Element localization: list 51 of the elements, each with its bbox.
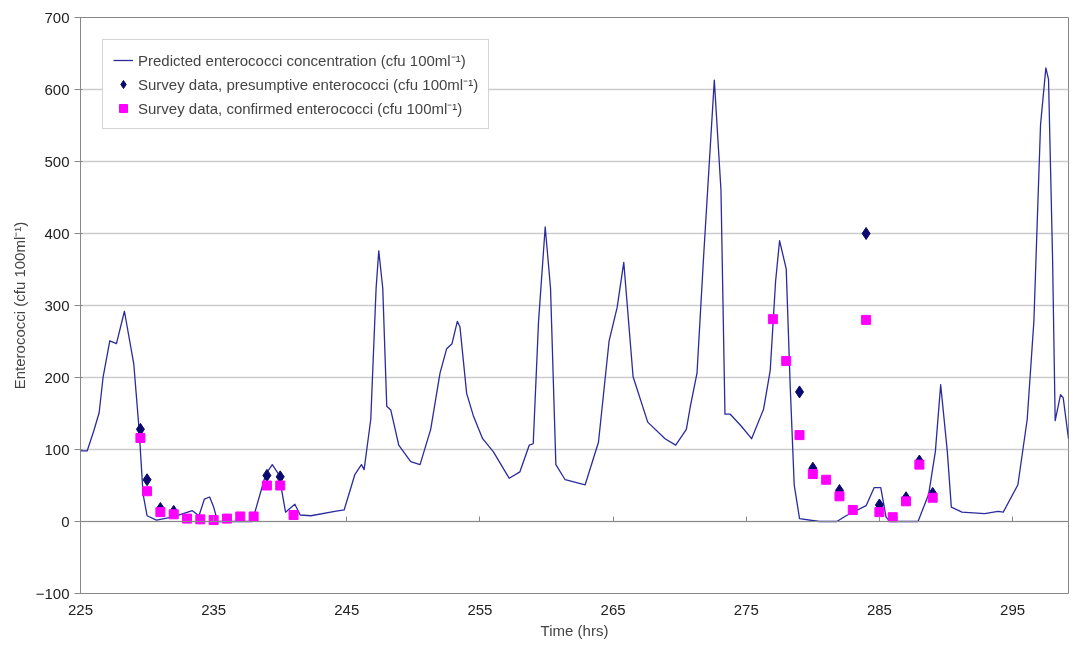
point <box>767 314 778 325</box>
y-tick-label: −100 <box>35 584 70 602</box>
y-tick-label: 400 <box>44 224 70 242</box>
y-tick-label: 300 <box>44 296 70 314</box>
point <box>795 385 805 399</box>
point <box>195 514 206 525</box>
point <box>235 511 246 522</box>
y-tick-label: 500 <box>44 152 70 170</box>
point <box>794 430 805 441</box>
point <box>275 480 286 491</box>
point <box>927 492 938 503</box>
x-tick-label: 225 <box>67 600 94 618</box>
x-axis-title: Time (hrs) <box>540 621 609 639</box>
x-tick-label: 235 <box>201 600 227 618</box>
point <box>221 513 232 524</box>
y-tick-label: 700 <box>44 8 70 26</box>
point <box>262 468 272 482</box>
x-tick-label: 255 <box>467 600 493 618</box>
y-axis-title: Enterococci (cfu 100ml⁻¹) <box>10 221 28 390</box>
y-tick-label: 0 <box>61 512 70 530</box>
point <box>847 504 858 515</box>
legend-label: Survey data, confirmed enterococci (cfu 100ml⁻¹) <box>138 99 463 118</box>
legend-label: Survey data, presumptive enterococci (cfu 100ml⁻¹) <box>138 75 479 94</box>
x-tick-label: 265 <box>600 600 626 618</box>
point <box>861 227 871 240</box>
point <box>901 496 912 507</box>
y-tick-label: 600 <box>44 80 70 98</box>
point <box>288 510 299 521</box>
point <box>834 491 845 502</box>
point <box>155 507 166 518</box>
point <box>914 459 925 470</box>
point <box>874 507 885 518</box>
point <box>142 473 152 487</box>
point <box>781 355 792 366</box>
point <box>261 480 272 491</box>
point <box>142 486 153 497</box>
point <box>248 511 259 522</box>
x-tick-label: 275 <box>733 600 759 618</box>
point <box>861 314 872 325</box>
x-tick-label: 245 <box>334 600 360 618</box>
y-tick-label: 100 <box>44 440 70 458</box>
point <box>168 509 179 520</box>
point <box>135 432 146 443</box>
x-tick-label: 295 <box>1000 600 1026 618</box>
x-tick-label: 285 <box>866 600 892 618</box>
point <box>821 474 832 485</box>
point <box>887 512 898 523</box>
legend-label: Predicted enterococci concentration (cfu 100ml⁻¹) <box>138 51 466 70</box>
point <box>182 513 193 524</box>
y-tick-label: 200 <box>44 368 70 386</box>
point <box>807 468 818 479</box>
